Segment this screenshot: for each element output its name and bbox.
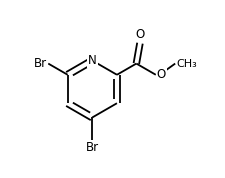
Text: O: O	[135, 28, 144, 41]
Text: O: O	[156, 68, 165, 81]
Text: Br: Br	[85, 141, 98, 154]
Text: Br: Br	[34, 57, 47, 70]
Text: N: N	[88, 54, 96, 67]
Text: CH₃: CH₃	[175, 59, 196, 69]
